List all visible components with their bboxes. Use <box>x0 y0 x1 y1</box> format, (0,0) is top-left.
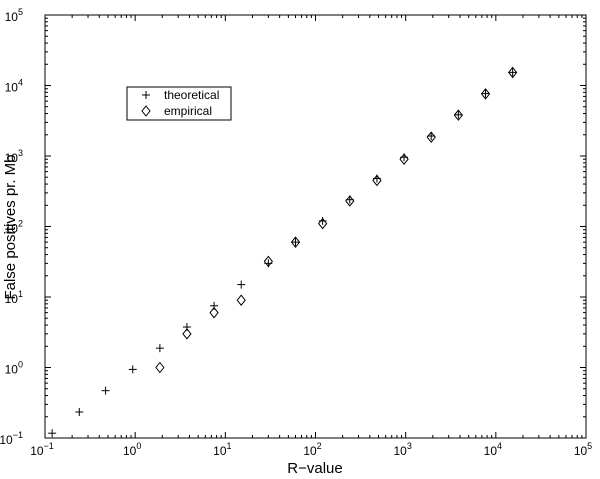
legend-label-theoretical: theoretical <box>164 88 219 102</box>
point-theoretical <box>48 429 57 438</box>
legend: theoretical empirical <box>126 86 232 121</box>
point-theoretical <box>101 386 110 395</box>
x-tick-label: 102 <box>303 441 321 458</box>
point-empirical <box>372 174 382 187</box>
x-tick-label: 100 <box>123 441 141 458</box>
legend-label-empirical: empirical <box>164 104 212 118</box>
y-tick-label: 100 <box>5 360 23 377</box>
data-marks <box>48 66 518 438</box>
x-axis-label: R−value <box>287 460 342 477</box>
x-tick-label: 101 <box>213 441 231 458</box>
x-tick-label: 10−1 <box>30 441 54 458</box>
y-tick-label: 104 <box>5 78 23 95</box>
point-empirical <box>507 66 518 79</box>
point-theoretical <box>291 238 300 247</box>
point-theoretical <box>210 301 219 310</box>
point-empirical <box>236 294 246 307</box>
point-empirical <box>317 217 328 230</box>
point-theoretical <box>237 280 246 289</box>
point-empirical <box>345 195 355 207</box>
y-axis-label: False positives pr. Mb <box>2 154 19 299</box>
y-tick-label: 10−1 <box>0 430 23 447</box>
point-theoretical <box>155 344 164 353</box>
x-tick-label: 103 <box>393 441 411 458</box>
point-empirical <box>426 131 436 143</box>
series-empirical <box>155 66 518 374</box>
point-theoretical <box>75 407 84 416</box>
plot-frame <box>44 14 587 439</box>
point-empirical <box>182 328 192 340</box>
point-theoretical <box>508 68 517 77</box>
point-empirical <box>399 153 409 166</box>
x-axis-ticks <box>71 15 583 438</box>
y-tick-label: 105 <box>5 7 23 24</box>
point-theoretical <box>454 110 463 119</box>
point-empirical <box>263 255 273 268</box>
x-tick-label: 105 <box>574 441 592 458</box>
point-theoretical <box>481 89 490 98</box>
legend-marker-theoretical <box>142 91 150 99</box>
point-empirical <box>155 361 165 374</box>
y-axis-ticks <box>45 17 586 418</box>
point-empirical <box>290 236 301 248</box>
point-empirical <box>480 88 491 100</box>
series-theoretical <box>48 68 517 438</box>
legend-diamond-marker <box>141 105 151 117</box>
x-axis-tick-labels: 10−1 100 101 102 103 104 105 <box>30 441 592 458</box>
legend-marker-empirical <box>141 105 151 117</box>
point-empirical <box>453 109 463 121</box>
legend-plus-marker <box>142 91 150 99</box>
x-tick-label: 104 <box>484 441 502 458</box>
point-empirical <box>209 306 219 319</box>
point-theoretical <box>182 323 191 332</box>
point-theoretical <box>128 365 137 374</box>
